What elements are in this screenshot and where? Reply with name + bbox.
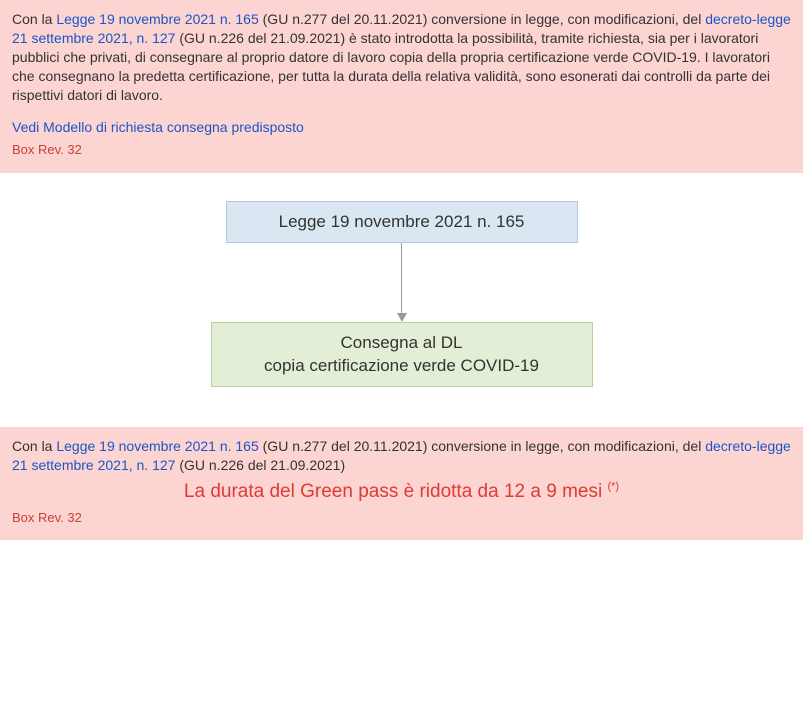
box1-text-pre1: Con la	[12, 11, 56, 27]
box1-model-line: Vedi Modello di richiesta consegna predi…	[12, 118, 791, 137]
box2-revision: Box Rev. 32	[12, 509, 791, 527]
node-delivery-line2: copia certificazione verde COVID-19	[232, 354, 572, 378]
info-box-1: Con la Legge 19 novembre 2021 n. 165 (GU…	[0, 0, 803, 173]
box1-text-post1: (GU n.277 del 20.11.2021) conversione in…	[259, 11, 705, 27]
box2-text-pre1: Con la	[12, 438, 56, 454]
law-165-link-2[interactable]: Legge 19 novembre 2021 n. 165	[56, 438, 258, 454]
arrow-down-icon	[397, 313, 407, 322]
info-box-2: Con la Legge 19 novembre 2021 n. 165 (GU…	[0, 427, 803, 540]
arrow-stem	[401, 243, 402, 313]
box2-text-post2: (GU n.226 del 21.09.2021)	[175, 457, 345, 473]
box2-paragraph: Con la Legge 19 novembre 2021 n. 165 (GU…	[12, 437, 791, 475]
law-165-link[interactable]: Legge 19 novembre 2021 n. 165	[56, 11, 258, 27]
diagram-section: Legge 19 novembre 2021 n. 165 Consegna a…	[0, 173, 803, 427]
spacer	[12, 108, 791, 118]
headline-footnote-marker: (*)	[607, 481, 619, 493]
headline-main: La durata del Green pass è ridotta da 12…	[184, 481, 608, 502]
box1-revision: Box Rev. 32	[12, 141, 791, 159]
green-pass-headline: La durata del Green pass è ridotta da 12…	[12, 479, 791, 505]
flowchart-node-law: Legge 19 novembre 2021 n. 165	[226, 201, 578, 243]
node-delivery-line1: Consegna al DL	[232, 331, 572, 355]
flowchart: Legge 19 novembre 2021 n. 165 Consegna a…	[211, 201, 593, 387]
model-request-link[interactable]: Vedi Modello di richiesta consegna predi…	[12, 119, 304, 135]
flowchart-node-delivery: Consegna al DL copia certificazione verd…	[211, 322, 593, 388]
box1-paragraph: Con la Legge 19 novembre 2021 n. 165 (GU…	[12, 10, 791, 104]
box2-text-post1: (GU n.277 del 20.11.2021) conversione in…	[259, 438, 705, 454]
